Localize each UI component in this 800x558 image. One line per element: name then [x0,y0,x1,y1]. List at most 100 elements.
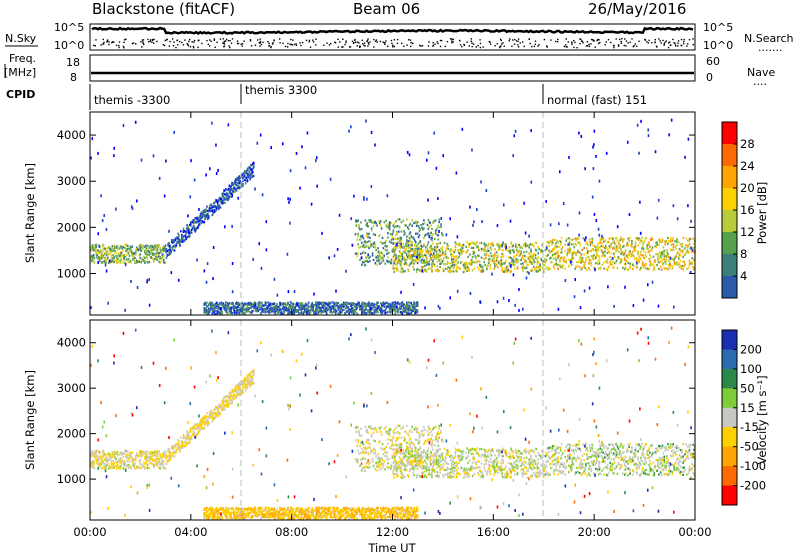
power-cell [641,240,643,242]
power-cell [671,249,673,251]
power-cell [500,245,502,247]
noise-dot [216,42,217,43]
power-cell [405,249,407,251]
noise-dot [471,42,472,43]
power-cell [528,264,530,266]
power-cell [520,263,522,265]
power-cell [174,240,176,242]
power-panel-bg [90,112,695,315]
power-cell [359,239,361,241]
power-cell [491,273,493,276]
power-cell [558,308,560,311]
noise-dot [306,40,307,41]
power-cell [411,225,413,227]
power-cell [288,201,290,204]
noise-dot [574,42,575,43]
noise-dot [259,45,260,46]
noise-dot [142,39,143,40]
power-cell [121,259,123,261]
velocity-cell [127,451,129,453]
noise-dot [113,42,114,43]
power-cell [417,233,419,235]
power-cell [591,262,593,264]
power-cell [602,245,604,247]
power-cell [458,249,460,251]
power-cell [515,130,517,133]
power-cell [507,265,509,267]
power-cell [468,270,470,272]
power-cell [395,220,397,222]
noise-dot [323,45,324,46]
power-cell [94,257,96,259]
power-cell [528,253,530,255]
power-cell [652,281,654,284]
power-cell [677,262,679,264]
power-cell [539,269,541,271]
power-cell [665,240,667,242]
noise-dot [330,43,331,44]
noise-dot [618,44,619,45]
power-cell [417,251,419,253]
power-cell [111,257,113,259]
power-cell [231,312,233,314]
noise-dot [315,44,316,45]
power-cell [596,219,598,222]
power-cell [386,249,388,251]
velocity-cell [111,463,113,465]
power-cell [376,263,378,265]
power-cell [577,251,579,253]
power-cell [228,198,230,200]
power-cell [388,260,390,262]
power-cell [450,262,452,264]
power-cell [396,243,398,246]
power-cell [501,261,503,263]
velocity-cell [117,451,119,453]
power-cell [413,238,415,240]
power-cell [668,240,670,242]
power-cell [152,252,154,254]
velocity-cell [152,452,154,454]
power-cell [246,177,248,179]
noise-dot [208,44,209,45]
power-cell [425,246,427,248]
power-cell [578,234,580,237]
velocity-cell [142,451,144,453]
power-cell [521,247,523,249]
power-cell [248,307,250,309]
power-cell [620,248,622,250]
power-cell [599,260,601,262]
noise-dot [555,41,556,42]
power-cell [510,257,512,259]
power-cell [604,247,606,249]
power-cell [519,244,521,246]
power-cell [520,259,522,261]
power-cell [663,246,665,248]
power-cell [381,261,383,263]
power-cell [412,308,414,310]
noise-dot [677,42,678,43]
power-cell [417,246,419,248]
power-cell [134,261,136,263]
power-cell [112,247,114,249]
velocity-cell [163,456,165,458]
power-cell [383,257,385,259]
power-cell [305,308,307,310]
power-cell [472,260,474,262]
power-cell [429,251,431,253]
power-cell [490,247,492,249]
power-cell [110,249,112,251]
power-cell [675,248,677,250]
noise-dot [434,43,435,44]
power-cell [316,185,318,188]
power-cell [433,132,435,135]
velocity-cell [120,467,122,469]
power-cell [438,259,440,261]
power-cell [438,269,440,271]
power-cell [129,255,131,257]
power-cell [627,244,629,246]
noise-dot [392,46,393,47]
power-cell [489,258,491,260]
power-cell [517,268,519,270]
noise-dot [460,44,461,45]
